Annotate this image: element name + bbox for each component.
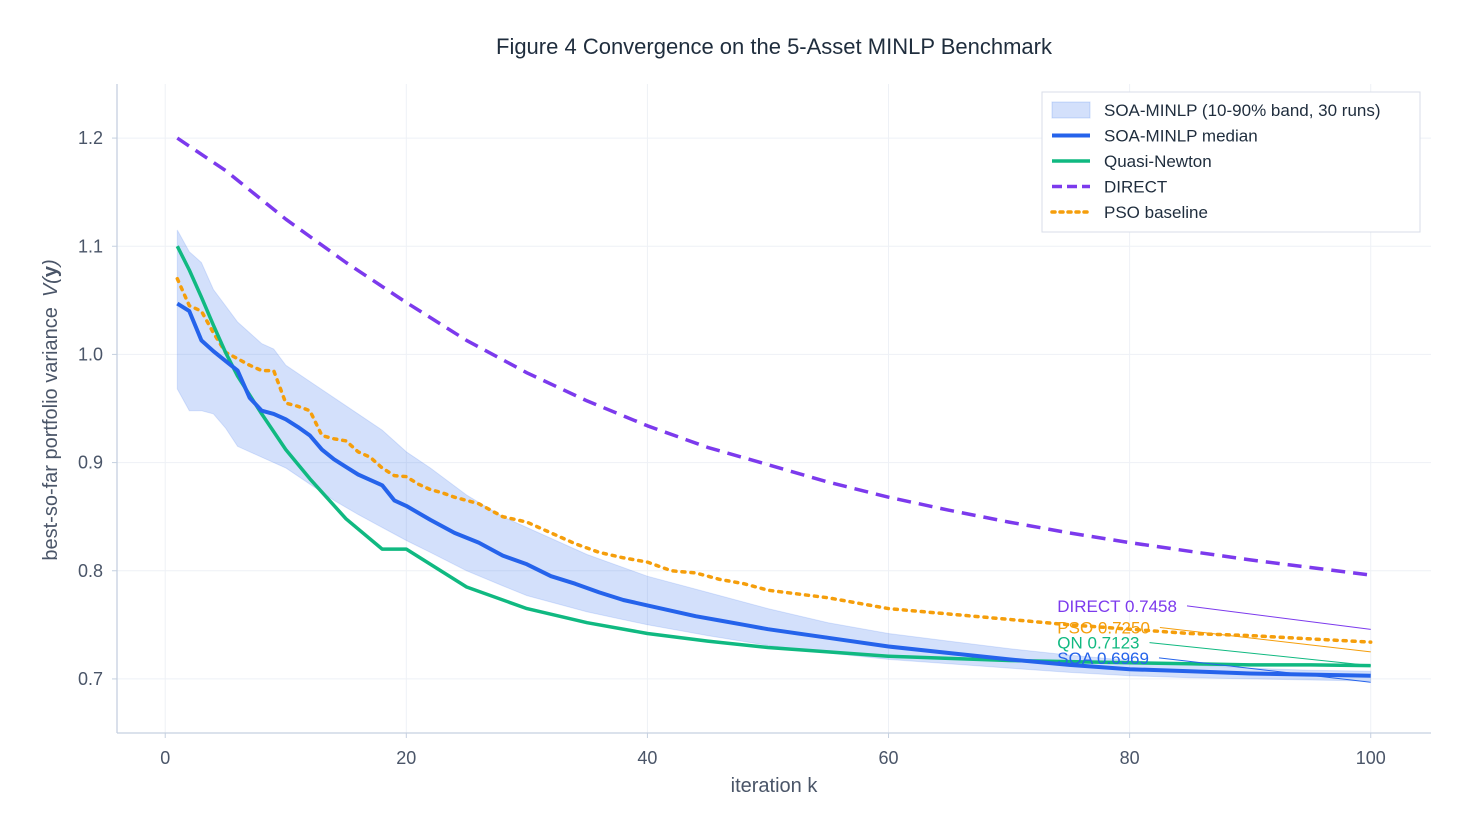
end-label: DIRECT 0.7458: [1057, 597, 1177, 616]
y-tick-label: 0.7: [78, 669, 103, 689]
y-tick-label: 1.2: [78, 128, 103, 148]
x-tick-label: 100: [1356, 748, 1386, 768]
legend: SOA-MINLP (10-90% band, 30 runs) SOA-MINL…: [1041, 91, 1421, 233]
x-tick-label: 40: [637, 748, 657, 768]
y-tick-label: 0.8: [78, 561, 103, 581]
axes: [116, 84, 1431, 734]
x-tick-label: 0: [160, 748, 170, 768]
end-label: PSO 0.7250: [1057, 619, 1150, 638]
end-label-leader: [1159, 627, 1371, 653]
y-axis-label-math-bold: y: [40, 265, 62, 277]
end-label: SOA 0.6969: [1057, 649, 1149, 668]
y-ticks: 0.7 0.8 0.9 1.0 1.1 1.2: [78, 128, 117, 689]
series-line-direct: [176, 136, 1371, 577]
y-tick-label: 1.0: [78, 344, 103, 364]
series-line-soa-minlp-median: [176, 301, 1371, 678]
y-axis-label: best-so-far portfolio variance V(y): [40, 259, 62, 560]
end-label-leader: [1158, 657, 1371, 683]
legend-label: DIRECT: [1104, 178, 1167, 197]
x-tick-label: 80: [1120, 748, 1140, 768]
y-axis-label-math: V(y): [40, 259, 62, 297]
legend-label: SOA-MINLP median: [1104, 127, 1258, 146]
x-tick-label: 60: [879, 748, 899, 768]
x-ticks: 0 20 40 60 80 100: [160, 733, 1386, 768]
legend-swatch-band: [1051, 101, 1091, 119]
end-label-leader: [1186, 605, 1371, 630]
legend-label: Quasi-Newton: [1104, 152, 1212, 171]
x-axis-label: iteration k: [731, 775, 819, 797]
legend-box: [1041, 91, 1421, 233]
legend-label: PSO baseline: [1104, 203, 1208, 222]
y-axis-label-text: best-so-far portfolio variance: [40, 307, 62, 560]
end-label: QN 0.7123: [1057, 634, 1139, 653]
y-tick-label: 1.1: [78, 236, 103, 256]
plot-area: [175, 136, 1373, 682]
y-tick-label: 0.9: [78, 453, 103, 473]
series-line-pso-baseline: [175, 276, 1373, 644]
end-label-leader: [1149, 642, 1371, 667]
x-tick-label: 20: [396, 748, 416, 768]
legend-label: SOA-MINLP (10-90% band, 30 runs): [1104, 101, 1381, 120]
chart-title: Figure 4 Convergence on the 5-Asset MINL…: [496, 34, 1053, 59]
series-band-soa-minlp-10-90-band-30-runs: [176, 229, 1372, 682]
